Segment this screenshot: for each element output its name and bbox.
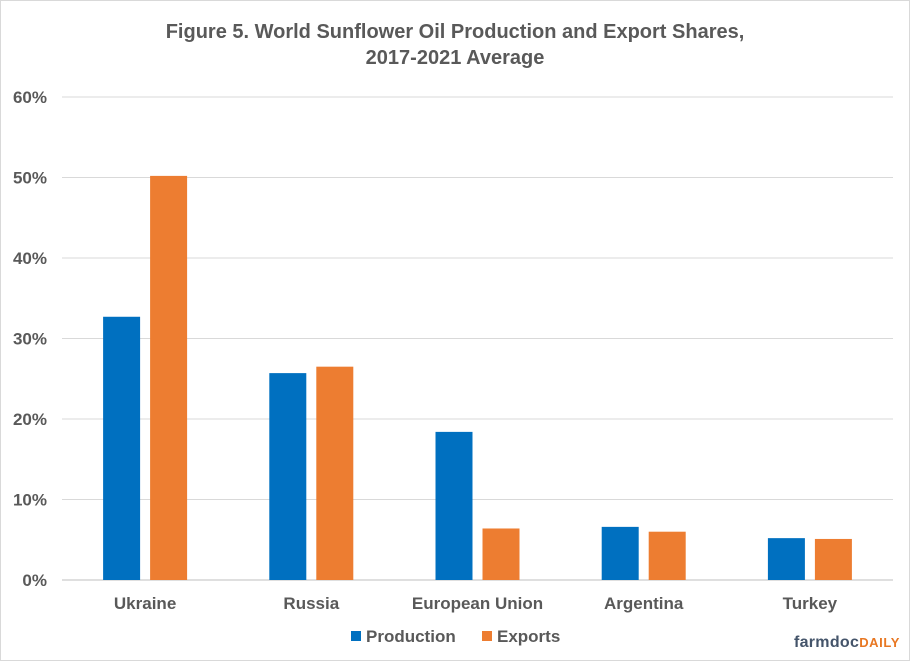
brand-farmdoc: farmdoc bbox=[793, 634, 860, 651]
brand-daily: DAILY bbox=[859, 635, 900, 650]
bar-production bbox=[601, 526, 639, 580]
chart-title: Figure 5. World Sunflower Oil Production… bbox=[0, 19, 910, 71]
bar-production bbox=[435, 431, 473, 580]
bar-exports bbox=[150, 175, 188, 580]
legend-swatch-production bbox=[351, 631, 361, 641]
x-tick-label: European Union bbox=[412, 594, 543, 613]
bar-exports bbox=[648, 531, 686, 580]
bar-exports bbox=[814, 538, 852, 580]
bar-production bbox=[767, 538, 805, 580]
chart-title-line2: 2017-2021 Average bbox=[365, 47, 545, 69]
legend-label-production: Production bbox=[366, 627, 456, 646]
y-tick-label: 40% bbox=[13, 249, 47, 268]
farmdoc-daily-logo: farmdocDAILY bbox=[794, 634, 900, 652]
y-tick-label: 50% bbox=[13, 169, 47, 188]
y-tick-label: 30% bbox=[13, 330, 47, 349]
x-tick-label: Russia bbox=[283, 594, 339, 613]
x-tick-label: Argentina bbox=[604, 594, 684, 613]
x-tick-label: Ukraine bbox=[114, 594, 176, 613]
y-tick-label: 20% bbox=[13, 410, 47, 429]
legend-swatch-exports bbox=[482, 631, 492, 641]
y-tick-label: 60% bbox=[13, 88, 47, 107]
y-tick-label: 10% bbox=[13, 491, 47, 510]
x-tick-label: Turkey bbox=[783, 594, 838, 613]
chart-title-line1: Figure 5. World Sunflower Oil Production… bbox=[165, 21, 745, 43]
bar-production bbox=[269, 373, 307, 580]
y-tick-label: 0% bbox=[22, 571, 47, 590]
legend-label-exports: Exports bbox=[497, 627, 560, 646]
bar-production bbox=[103, 316, 141, 580]
bar-exports bbox=[316, 366, 354, 580]
bar-exports bbox=[482, 528, 520, 580]
